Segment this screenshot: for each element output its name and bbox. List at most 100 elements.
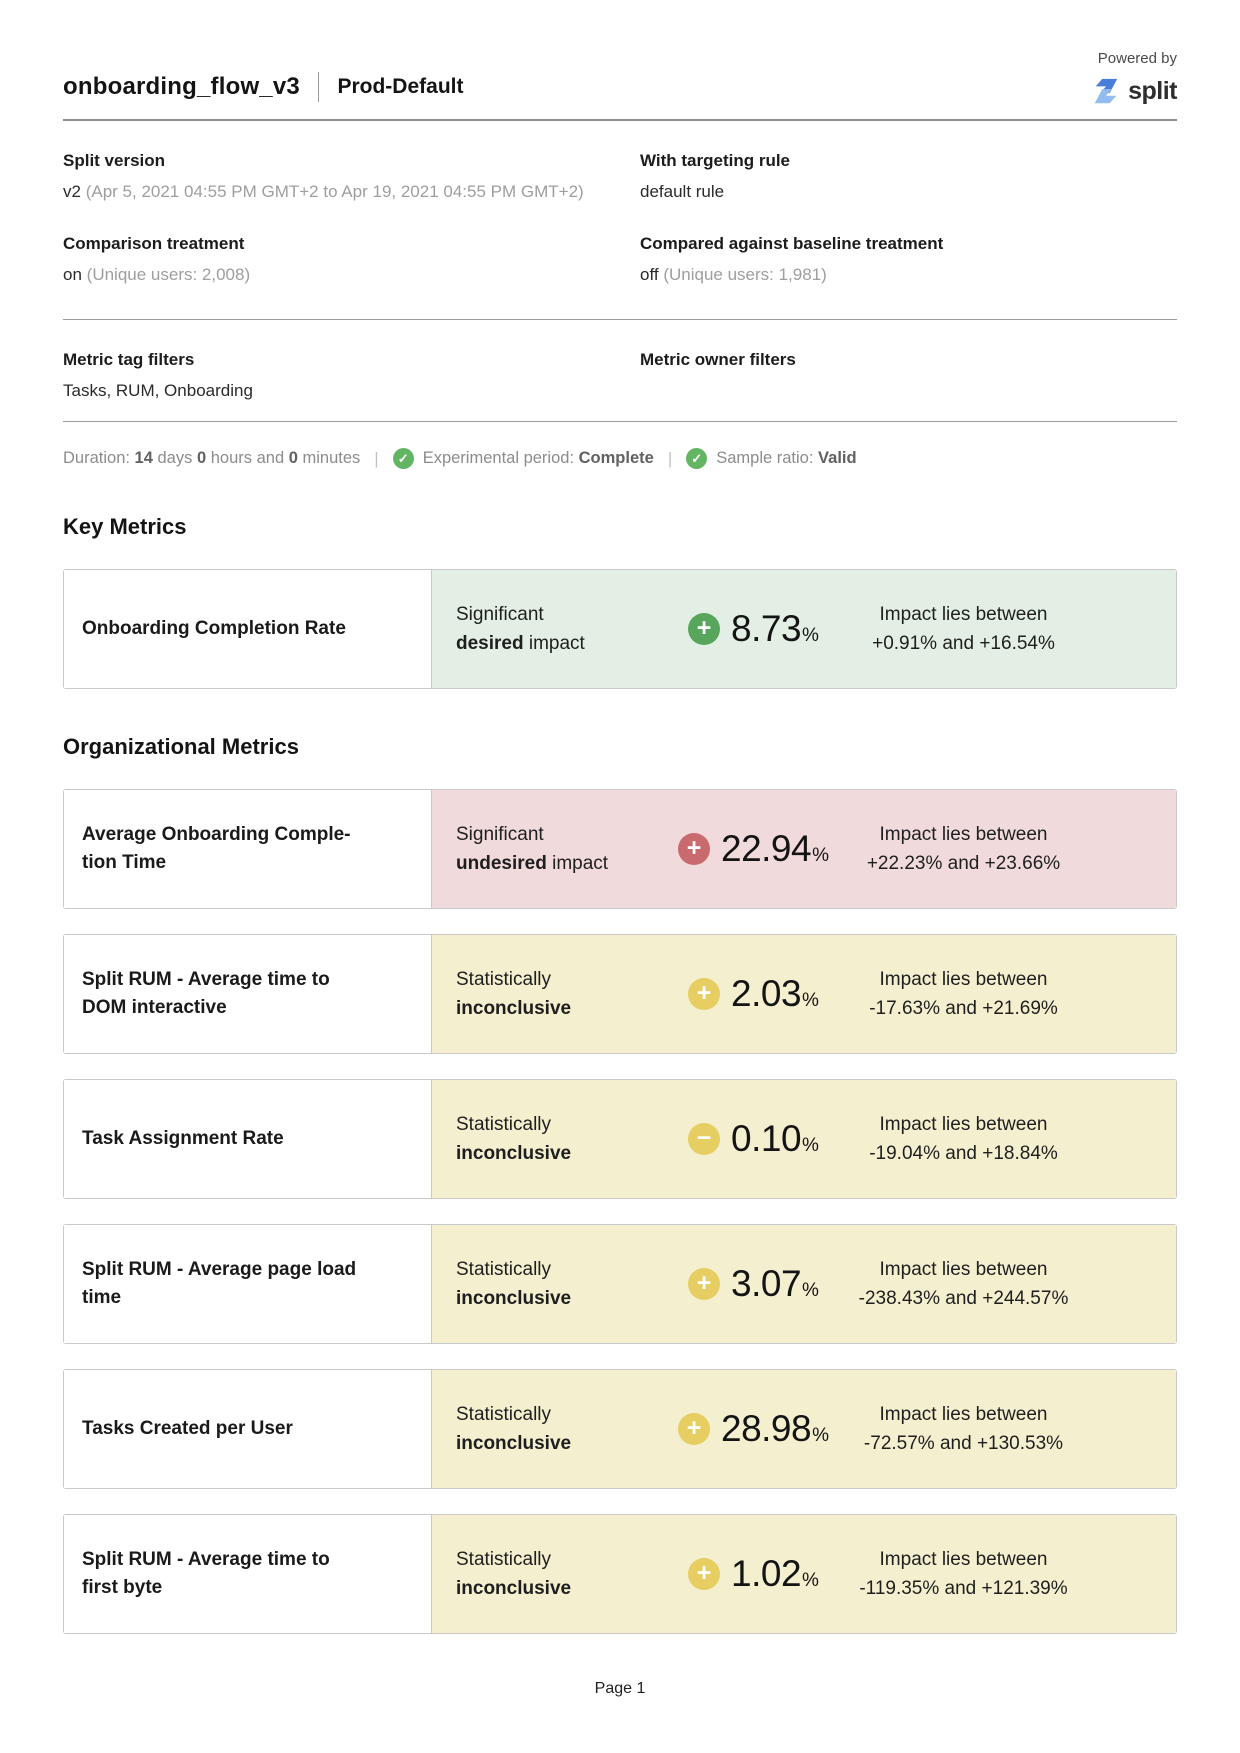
duration-days: 14: [134, 449, 153, 467]
brand-block: Powered by split: [1091, 50, 1177, 106]
impact-number: 3.07 %: [731, 1263, 819, 1305]
impact-line2: -119.35% and +121.39%: [859, 1578, 1068, 1599]
metric-result: Statistically inconclusive + 1.02 % Impa…: [432, 1515, 1176, 1633]
impact-line2: -19.04% and +18.84%: [869, 1143, 1058, 1164]
metric-name: Tasks Created per User: [64, 1370, 432, 1488]
section-divider: [63, 421, 1177, 422]
impact-percent: 22.94: [721, 828, 812, 869]
status-line1: Statistically: [456, 1548, 552, 1570]
sample-ratio-label: Sample ratio:: [716, 449, 814, 467]
field-value: off (Unique users: 1,981): [640, 263, 1177, 287]
impact-line1: Impact lies between: [879, 1113, 1048, 1135]
confidence-interval: Impact lies between +0.91% and +16.54%: [846, 600, 1176, 659]
value-muted: (Unique users: 1,981): [663, 265, 827, 284]
status-line1: Significant: [456, 823, 544, 845]
metric-card-task-assignment-rate: Task Assignment Rate Statistically incon…: [63, 1079, 1177, 1199]
status-emphasis: inconclusive: [456, 1143, 572, 1164]
field-targeting-rule: With targeting rule default rule: [640, 149, 1177, 204]
confidence-interval: Impact lies between +22.23% and +23.66%: [846, 820, 1176, 879]
duration-minutes: 0: [288, 449, 298, 467]
impact-percent: 0.10: [731, 1118, 802, 1159]
filters-grid: Metric tag filters Tasks, RUM, Onboardin…: [63, 320, 1177, 403]
experimental-period-text: Experimental period: Complete: [423, 449, 654, 468]
status-line1: Statistically: [456, 1113, 552, 1135]
status-emphasis: desired: [456, 633, 524, 654]
title-separator: [317, 72, 320, 102]
metric-card-tasks-created-per-user: Tasks Created per User Statistically inc…: [63, 1369, 1177, 1489]
plus-icon: +: [678, 833, 710, 865]
status-emphasis: inconclusive: [456, 1288, 572, 1309]
impact-value-block: + 3.07 %: [661, 1263, 846, 1305]
experimental-period-value: Complete: [578, 449, 654, 467]
section-divider: [63, 319, 1177, 320]
metric-result: Statistically inconclusive + 28.98 % Imp…: [432, 1370, 1176, 1488]
impact-line1: Impact lies between: [879, 823, 1048, 845]
metric-status: Statistically inconclusive: [456, 1545, 661, 1604]
impact-number: 0.10 %: [731, 1118, 819, 1160]
title-row: onboarding_flow_v3 Prod-Default: [63, 72, 463, 106]
metric-card-split-rum-dom-interactive: Split RUM - Average time to DOM interact…: [63, 934, 1177, 1054]
key-metrics-heading: Key Metrics: [63, 514, 187, 539]
report-page: onboarding_flow_v3 Prod-Default Powered …: [63, 50, 1177, 1697]
check-circle-icon: ✓: [686, 448, 708, 469]
powered-by-label: Powered by: [1097, 50, 1177, 67]
plus-icon: +: [688, 613, 721, 645]
value-main: v2: [63, 182, 81, 201]
metric-name: Task Assignment Rate: [64, 1080, 432, 1198]
field-value: default rule: [640, 180, 1177, 204]
impact-line1: Impact lies between: [879, 1403, 1048, 1425]
header-rule: [63, 119, 1177, 121]
duration-label: Duration:: [63, 449, 130, 467]
metric-status: Statistically inconclusive: [456, 1255, 661, 1314]
confidence-interval: Impact lies between -17.63% and +21.69%: [846, 965, 1176, 1024]
metric-name: Onboarding Completion Rate: [64, 570, 432, 688]
impact-value-block: + 22.94 %: [661, 828, 846, 870]
field-label: Compared against baseline treatment: [640, 234, 944, 253]
status-line2: inconclusive: [456, 1574, 661, 1603]
impact-number: 28.98 %: [721, 1408, 829, 1450]
metric-name: Split RUM - Average time to DOM interact…: [64, 935, 432, 1053]
impact-percent: 1.02: [731, 1553, 802, 1594]
confidence-interval: Impact lies between -119.35% and +121.39…: [846, 1545, 1176, 1604]
impact-line2: -72.57% and +130.53%: [863, 1433, 1064, 1454]
split-logo-icon: [1094, 78, 1118, 104]
impact-line1: Impact lies between: [879, 1258, 1048, 1280]
plus-icon: +: [688, 1268, 721, 1300]
status-line2: inconclusive: [456, 1139, 661, 1168]
metric-name: Split RUM - Average time to first byte: [64, 1515, 432, 1633]
status-emphasis: undesired: [456, 853, 547, 874]
value-main: off: [640, 265, 659, 284]
percent-sign: %: [802, 1135, 819, 1156]
metric-card-split-rum-time-to-first-byte: Split RUM - Average time to first byte S…: [63, 1514, 1177, 1634]
field-comparison-treatment: Comparison treatment on (Unique users: 2…: [63, 232, 600, 287]
status-emphasis: inconclusive: [456, 1433, 572, 1454]
metric-result: Statistically inconclusive − 0.10 % Impa…: [432, 1080, 1176, 1198]
value-muted: (Apr 5, 2021 04:55 PM GMT+2 to Apr 19, 2…: [85, 182, 584, 201]
status-line2: inconclusive: [456, 994, 661, 1023]
status-line1: Significant: [456, 603, 544, 625]
status-line2: inconclusive: [456, 1284, 661, 1313]
plus-icon: +: [688, 1558, 721, 1590]
metadata-grid: Split version v2 (Apr 5, 2021 04:55 PM G…: [63, 121, 1177, 287]
field-value: v2 (Apr 5, 2021 04:55 PM GMT+2 to Apr 19…: [63, 180, 600, 204]
pipe-separator: |: [374, 448, 379, 468]
metric-result: Statistically inconclusive + 3.07 % Impa…: [432, 1225, 1176, 1343]
sample-ratio-text: Sample ratio: Valid: [716, 449, 856, 468]
value-main: default rule: [640, 182, 725, 201]
impact-percent: 28.98: [721, 1408, 812, 1449]
duration-days-word: days: [157, 449, 193, 467]
impact-line2: +0.91% and +16.54%: [872, 633, 1055, 654]
percent-sign: %: [812, 1425, 829, 1446]
percent-sign: %: [802, 1570, 819, 1591]
impact-percent: 2.03: [731, 973, 802, 1014]
metric-card-onboarding-completion-rate: Onboarding Completion Rate Significant d…: [63, 569, 1177, 689]
metric-card-split-rum-page-load-time: Split RUM - Average page load time Stati…: [63, 1224, 1177, 1344]
duration-hours: 0: [196, 449, 207, 467]
pipe-separator: |: [667, 448, 673, 468]
percent-sign: %: [812, 845, 829, 866]
impact-number: 8.73 %: [731, 608, 819, 650]
field-baseline-treatment: Compared against baseline treatment off …: [640, 232, 1177, 287]
status-line2: undesired impact: [456, 849, 661, 878]
status-line1: Statistically: [456, 1403, 552, 1425]
metric-result: Statistically inconclusive + 2.03 % Impa…: [432, 935, 1176, 1053]
